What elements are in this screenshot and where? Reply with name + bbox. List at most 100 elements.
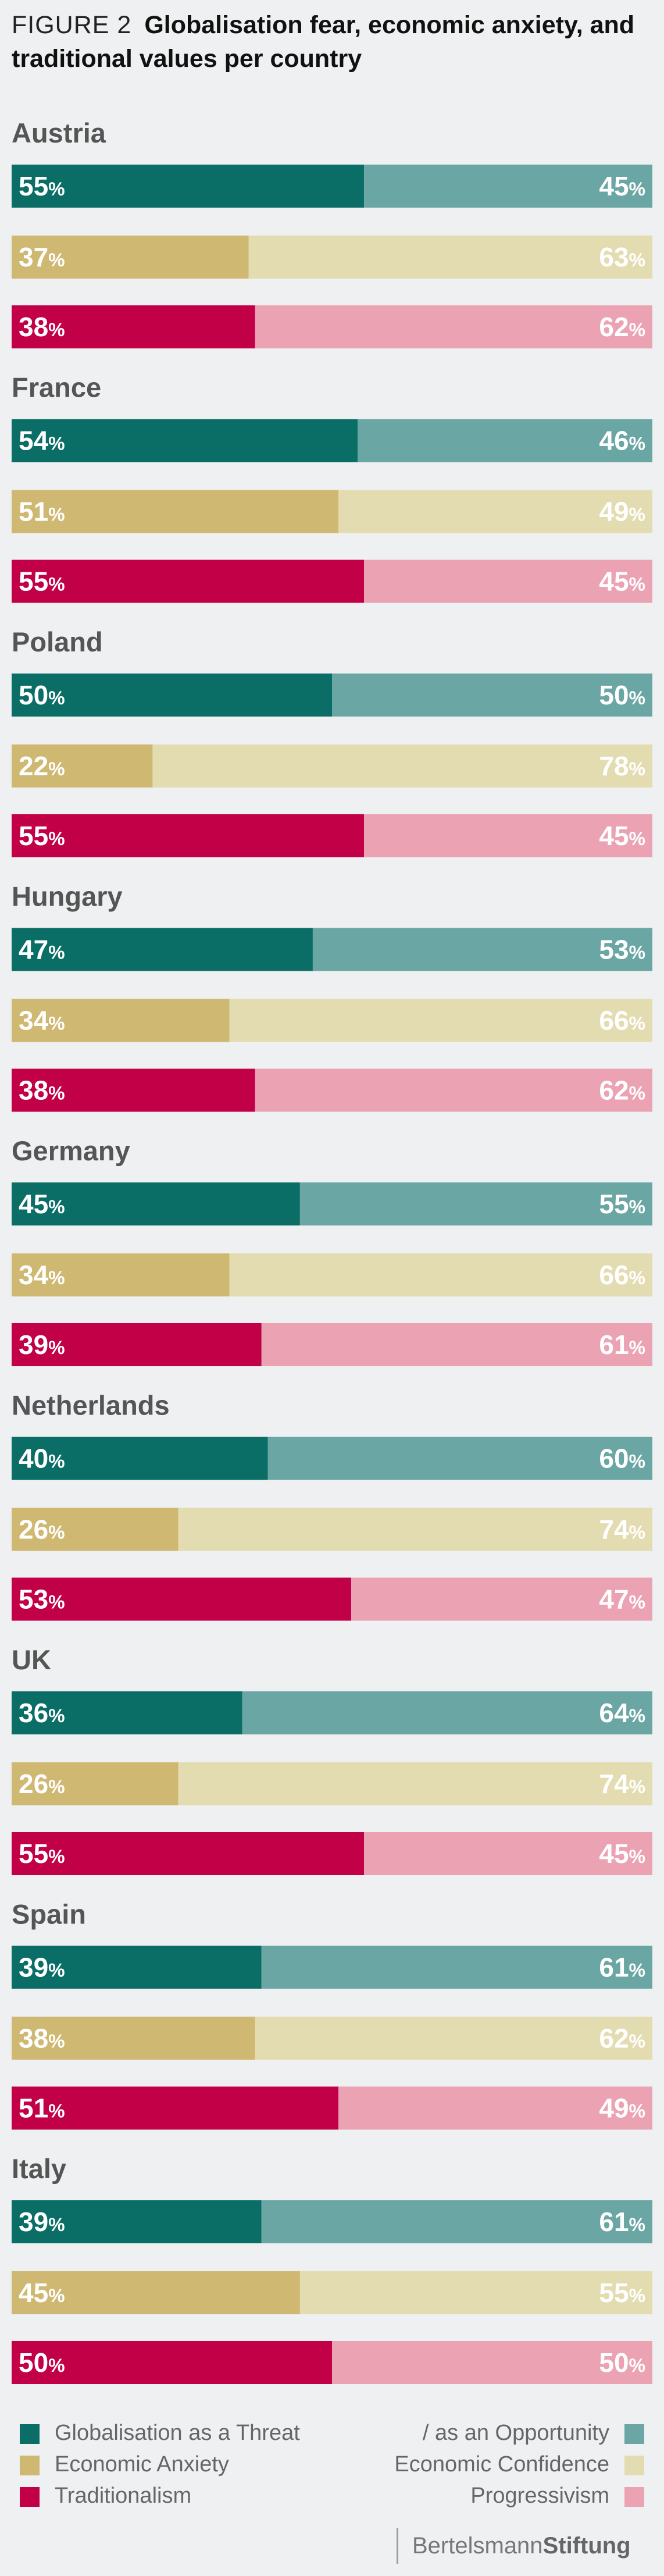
value-label-economy-left: 38% [19,2023,65,2054]
legend-swatch-anxiety [20,2456,40,2475]
bar-economy-left [12,2016,255,2060]
country-label: Spain [12,1899,86,1930]
value-label-values-right: 49% [599,2093,645,2123]
country-group-poland: Poland 50% 50% 22% 78% 55% 45% [12,626,652,857]
country-label: Netherlands [12,1390,170,1421]
value-label-values-left: 55% [19,1839,65,1869]
bar-values-left [12,2086,339,2130]
country-label: Germany [12,1135,130,1166]
bar-economy-left [12,744,153,788]
bar-globalisation-right [364,165,652,208]
value-label-globalisation-right: 61% [599,1953,645,1983]
bar-globalisation-left [12,1691,242,1734]
bar-values-left [12,1323,262,1366]
value-label-values-left: 38% [19,312,65,342]
legend-label-threat: Globalisation as a Threat [55,2421,300,2445]
legend: Globalisation as a Threat / as an Opport… [20,2418,644,2513]
value-label-globalisation-right: 50% [599,680,645,710]
bar-globalisation-left [12,165,365,208]
bar-globalisation-left [12,1946,262,1989]
country-group-spain: Spain 39% 61% 38% 62% 51% 49% [12,1899,652,2130]
country-group-austria: Austria 55% 45% 37% 63% 38% 62% [12,117,652,348]
country-group-france: France 54% 46% 51% 49% 55% 45% [12,372,652,603]
value-label-values-left: 55% [19,566,65,597]
legend-swatch-traditionalism [20,2487,40,2507]
value-label-economy-right: 49% [599,497,645,527]
legend-row-globalisation: Globalisation as a Threat / as an Opport… [20,2418,644,2450]
value-label-globalisation-left: 40% [19,1444,65,1474]
value-label-values-right: 61% [599,1330,645,1360]
bar-globalisation-left [12,1182,300,1225]
bar-economy-left [12,2271,300,2314]
legend-swatch-progressivism [624,2487,644,2507]
value-label-economy-left: 34% [19,1006,65,1036]
value-label-globalisation-left: 54% [19,426,65,456]
value-label-globalisation-right: 60% [599,1444,645,1474]
bar-economy-left [12,1508,179,1551]
value-label-globalisation-right: 46% [599,426,645,456]
legend-label-progressivism: Progressivism [470,2484,609,2508]
value-label-economy-right: 62% [599,2023,645,2054]
legend-swatch-opportunity [624,2424,644,2444]
country-label: Hungary [12,881,123,912]
country-label: Poland [12,626,103,657]
bar-economy-right [178,1762,652,1805]
bar-values-left [12,1832,365,1875]
value-label-economy-right: 74% [599,1515,645,1545]
bar-globalisation-left [12,1437,268,1480]
bar-globalisation-right [261,1946,652,1989]
value-label-economy-left: 34% [19,1260,65,1290]
bar-values-right [351,1577,652,1621]
value-label-values-left: 55% [19,821,65,851]
brand-logo: BertelsmannStiftung [397,2528,631,2564]
bar-values-left [12,305,255,348]
bar-economy-left [12,236,249,279]
bar-values-left [12,1577,352,1621]
bar-values-right [338,2086,652,2130]
country-group-uk: UK 36% 64% 26% 74% 55% 45% [12,1644,653,1875]
figure-title: Globalisation fear, economic anxiety, an… [12,11,635,73]
value-label-globalisation-right: 45% [599,171,645,201]
value-label-economy-left: 26% [19,1769,65,1799]
chart-title: FIGURE 2 Globalisation fear, economic anx… [12,8,657,76]
bar-values-right [261,1323,652,1366]
figure-label: FIGURE 2 [12,11,132,39]
country-group-hungary: Hungary 47% 53% 34% 66% 38% 62% [12,881,652,1112]
bar-globalisation-right [261,2200,652,2243]
country-group-netherlands: Netherlands 40% 60% 26% 74% 53% 47% [12,1390,652,1621]
value-label-economy-right: 78% [599,751,645,781]
value-label-economy-right: 74% [599,1769,645,1799]
bar-economy-left [12,490,339,533]
value-label-values-left: 39% [19,1330,65,1360]
bar-values-right [255,305,652,348]
country-label: Austria [12,117,106,148]
country-group-italy: Italy 39% 61% 45% 55% 50% 50% [12,2153,652,2384]
country-label: France [12,372,101,403]
value-label-economy-right: 63% [599,242,645,272]
bar-globalisation-right [242,1691,653,1734]
bar-values-left [12,560,365,603]
bar-values-right [255,1068,652,1112]
bar-values-left [12,2341,332,2384]
value-label-globalisation-right: 61% [599,2207,645,2237]
bar-values-right [364,560,652,603]
country-label: Italy [12,2153,66,2184]
value-label-economy-right: 66% [599,1006,645,1036]
value-label-globalisation-left: 39% [19,2207,65,2237]
bar-economy-right [229,1253,652,1296]
legend-row-values: Traditionalism Progressivism [20,2481,644,2513]
value-label-values-right: 62% [599,1075,645,1106]
country-group-germany: Germany 45% 55% 34% 66% 39% 61% [12,1135,652,1366]
value-label-globalisation-left: 39% [19,1953,65,1983]
legend-swatch-confidence [624,2456,644,2475]
legend-label-traditionalism: Traditionalism [55,2484,192,2508]
legend-label-opportunity: / as an Opportunity [422,2421,609,2445]
value-label-economy-left: 51% [19,497,65,527]
value-label-values-right: 47% [599,1584,645,1615]
bar-globalisation-right [332,674,652,717]
value-label-globalisation-left: 55% [19,171,65,201]
stacked-bar-chart: Austria 55% 45% 37% 63% 38% 62% France 54% 46% 51%… [12,117,653,2384]
bar-globalisation-right [358,419,652,462]
bar-economy-right [338,490,652,533]
brand-name-bold: Stiftung [542,2533,631,2559]
